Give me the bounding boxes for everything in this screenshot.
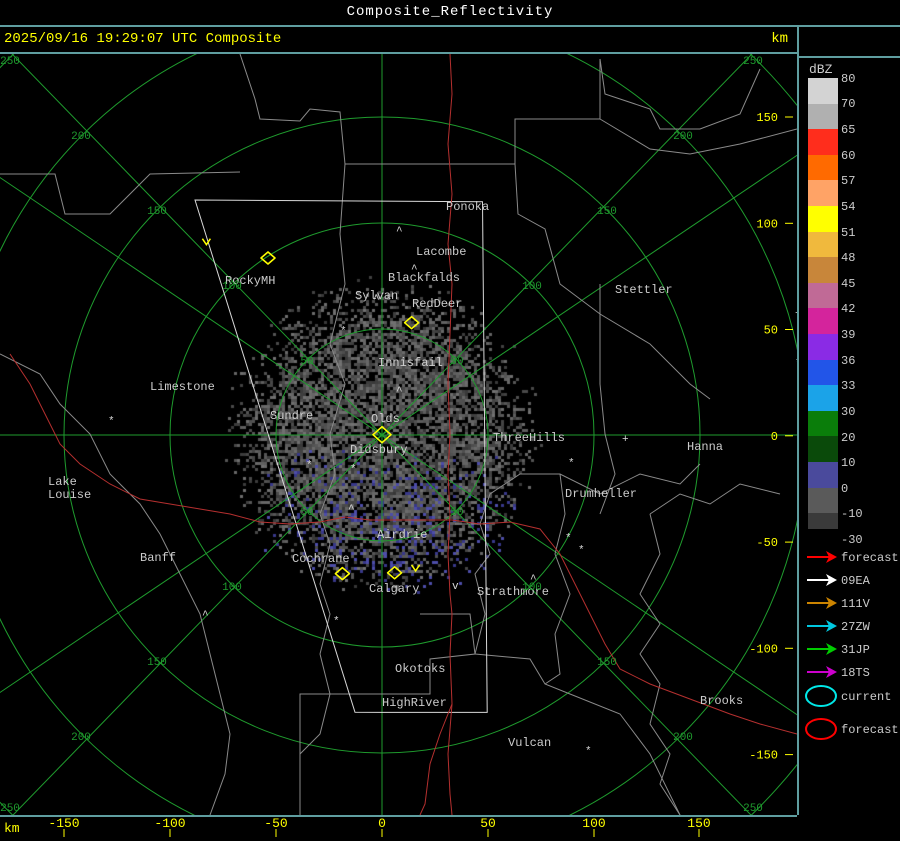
svg-text:Louise: Louise: [48, 488, 91, 502]
svg-text:250: 250: [0, 56, 20, 68]
svg-text:-100: -100: [154, 817, 185, 831]
svg-text:^: ^: [373, 294, 380, 306]
svg-text:150: 150: [756, 111, 778, 125]
svg-text:Cochrane: Cochrane: [292, 552, 350, 566]
svg-text:*: *: [585, 746, 592, 758]
svg-text:111V: 111V: [841, 597, 871, 611]
svg-text:150: 150: [597, 657, 617, 669]
svg-text:Lake: Lake: [48, 475, 77, 489]
svg-text:Drumheller: Drumheller: [565, 487, 637, 501]
svg-text:^: ^: [202, 610, 209, 622]
svg-text:100: 100: [582, 817, 605, 831]
svg-text:forecast: forecast: [841, 551, 899, 565]
svg-text:200: 200: [71, 732, 91, 744]
svg-text:Calgary: Calgary: [369, 582, 419, 596]
svg-text:100: 100: [222, 582, 242, 594]
svg-text:Limestone: Limestone: [150, 380, 215, 394]
svg-text:Lacombe: Lacombe: [416, 245, 466, 259]
svg-text:^: ^: [411, 264, 418, 276]
svg-text:Banff: Banff: [140, 551, 176, 565]
svg-text:Airdrie: Airdrie: [377, 528, 427, 542]
svg-text:100: 100: [222, 281, 242, 293]
svg-text:*: *: [108, 416, 115, 428]
svg-text:v: v: [452, 581, 459, 593]
svg-text:*: *: [333, 616, 340, 628]
svg-text:^: ^: [530, 574, 537, 586]
svg-text:50: 50: [300, 507, 313, 519]
svg-text:-150: -150: [48, 817, 79, 831]
svg-text:250: 250: [743, 56, 763, 68]
svg-text:Didsbury: Didsbury: [350, 443, 408, 457]
svg-text:Olds: Olds: [371, 412, 400, 426]
svg-text:31JP: 31JP: [841, 643, 870, 657]
svg-text:0: 0: [771, 430, 778, 444]
svg-text:ThreeHills: ThreeHills: [493, 431, 565, 445]
svg-text:*: *: [578, 545, 585, 557]
svg-text:^: ^: [348, 504, 355, 516]
svg-text:150: 150: [597, 206, 617, 218]
svg-text:RedDeer: RedDeer: [412, 297, 462, 311]
svg-text:Blackfalds: Blackfalds: [388, 271, 460, 285]
svg-text:18TS: 18TS: [841, 666, 870, 680]
svg-text:-50: -50: [264, 817, 287, 831]
svg-text:Hanna: Hanna: [687, 440, 723, 454]
svg-text:Sundre: Sundre: [270, 409, 313, 423]
svg-text:Innisfail: Innisfail: [378, 356, 443, 370]
svg-text:Vulcan: Vulcan: [508, 736, 551, 750]
svg-text:50: 50: [764, 324, 778, 338]
svg-text:150: 150: [147, 657, 167, 669]
svg-text:50: 50: [480, 817, 496, 831]
svg-text:100: 100: [756, 217, 778, 231]
svg-text:Stettler: Stettler: [615, 283, 673, 297]
svg-text:150: 150: [687, 817, 710, 831]
svg-text:200: 200: [71, 131, 91, 143]
svg-text:Ponoka: Ponoka: [446, 200, 489, 214]
svg-text:HighRiver: HighRiver: [382, 696, 447, 710]
svg-text:*: *: [350, 464, 357, 476]
svg-text:-100: -100: [749, 642, 778, 656]
svg-text:forecast: forecast: [841, 723, 899, 737]
svg-text:*: *: [340, 326, 347, 338]
svg-text:0: 0: [378, 817, 386, 831]
svg-text:Brooks: Brooks: [700, 694, 743, 708]
svg-text:250: 250: [0, 803, 20, 815]
svg-text:200: 200: [673, 131, 693, 143]
svg-text:+: +: [622, 434, 629, 446]
svg-text:09EA: 09EA: [841, 574, 871, 588]
svg-text:*: *: [565, 533, 572, 545]
svg-text:^: ^: [396, 386, 403, 398]
svg-text:250: 250: [743, 803, 763, 815]
svg-text:Okotoks: Okotoks: [395, 662, 445, 676]
svg-text:-150: -150: [749, 749, 778, 763]
svg-text:27ZW: 27ZW: [841, 620, 871, 634]
svg-text:50: 50: [450, 356, 463, 368]
svg-text:-50: -50: [756, 536, 778, 550]
svg-text:100: 100: [522, 281, 542, 293]
svg-text:150: 150: [147, 206, 167, 218]
svg-text:^: ^: [396, 226, 403, 238]
svg-text:*: *: [568, 458, 575, 470]
svg-text:200: 200: [673, 732, 693, 744]
svg-text:*: *: [306, 460, 313, 472]
svg-text:current: current: [841, 690, 891, 704]
svg-text:50: 50: [300, 356, 313, 368]
svg-text:50: 50: [450, 507, 463, 519]
